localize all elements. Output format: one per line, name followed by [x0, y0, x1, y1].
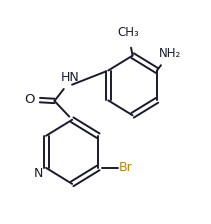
- Text: NH₂: NH₂: [159, 47, 182, 60]
- Text: CH₃: CH₃: [118, 26, 139, 39]
- Text: O: O: [25, 93, 35, 106]
- Text: N: N: [34, 167, 43, 180]
- Text: HN: HN: [61, 71, 80, 84]
- Text: Br: Br: [119, 161, 132, 174]
